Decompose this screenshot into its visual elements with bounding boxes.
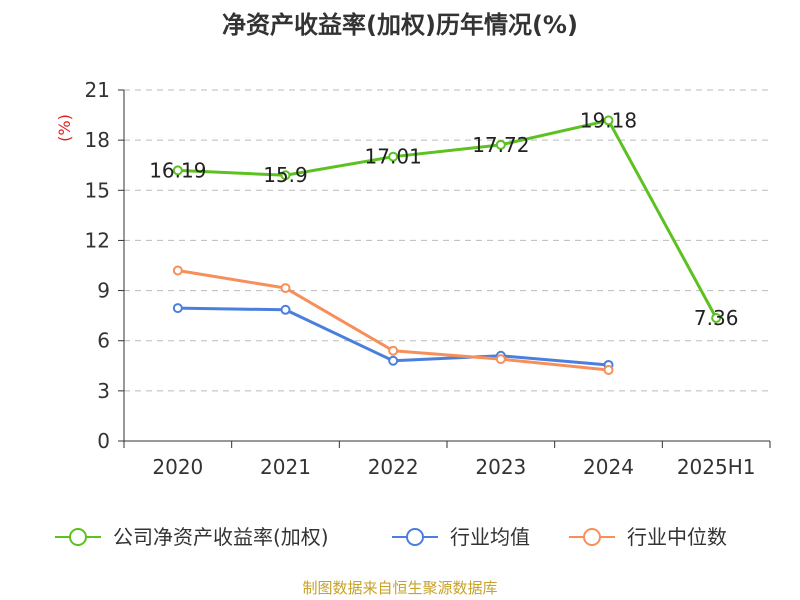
y-tick-label: 18 [85,128,110,152]
series-0-point [172,165,183,176]
data-label: 17.72 [472,133,529,157]
series-2-point [388,345,399,356]
series-0-point [603,115,614,126]
series-0-point [280,170,291,181]
legend-label: 行业均值 [450,525,530,549]
x-tick-label: 2020 [152,455,203,479]
data-label: 16.19 [149,158,206,182]
y-tick-label: 0 [97,429,110,453]
x-tick-label: 2023 [475,455,526,479]
legend-label: 公司净资产收益率(加权) [113,525,329,549]
series-2-point [603,364,614,375]
legend-marker [69,528,87,546]
y-tick-label: 6 [97,329,110,353]
series-1-point [388,355,399,366]
x-tick-label: 2021 [260,455,311,479]
series-1-point [280,304,291,315]
x-tick-label: 2024 [583,455,634,479]
data-label: 17.01 [365,145,422,169]
y-tick-label: 21 [85,78,110,102]
series-group [172,115,722,375]
y-axis-label: (%) [55,114,74,142]
legend-marker [583,528,601,546]
gridlines [124,89,770,392]
series-0-point [495,139,506,150]
y-tick-label: 12 [85,228,110,252]
series-2-point [280,283,291,294]
legend-marker [406,528,424,546]
x-tick-label: 2022 [368,455,419,479]
series-line-0 [177,118,718,319]
series-2-point [495,354,506,365]
chart-title: 净资产收益率(加权)历年情况(%) [222,11,578,39]
series-2-point [172,265,183,276]
legend: 公司净资产收益率(加权) 行业均值 行业中位数 [55,525,727,549]
legend-label: 行业中位数 [627,525,727,549]
y-tick-label: 9 [97,279,110,303]
series-0-point [711,312,722,323]
data-labels: 16.19 15.9 17.01 17.72 19.18 7.36 [149,108,738,330]
data-label: 19.18 [580,108,637,132]
series-1-point [172,303,183,314]
source-note: 制图数据来自恒生聚源数据库 [302,579,497,597]
data-label: 15.9 [263,163,308,187]
data-label: 7.36 [694,306,739,330]
x-tick-label: 2025H1 [677,455,756,479]
y-tick-label: 3 [97,379,110,403]
series-0-point [388,151,399,162]
y-tick-label: 15 [85,178,110,202]
axes: 0 3 6 9 12 15 18 21 2020 2021 2022 2023 2024 2025H1 [85,78,771,479]
